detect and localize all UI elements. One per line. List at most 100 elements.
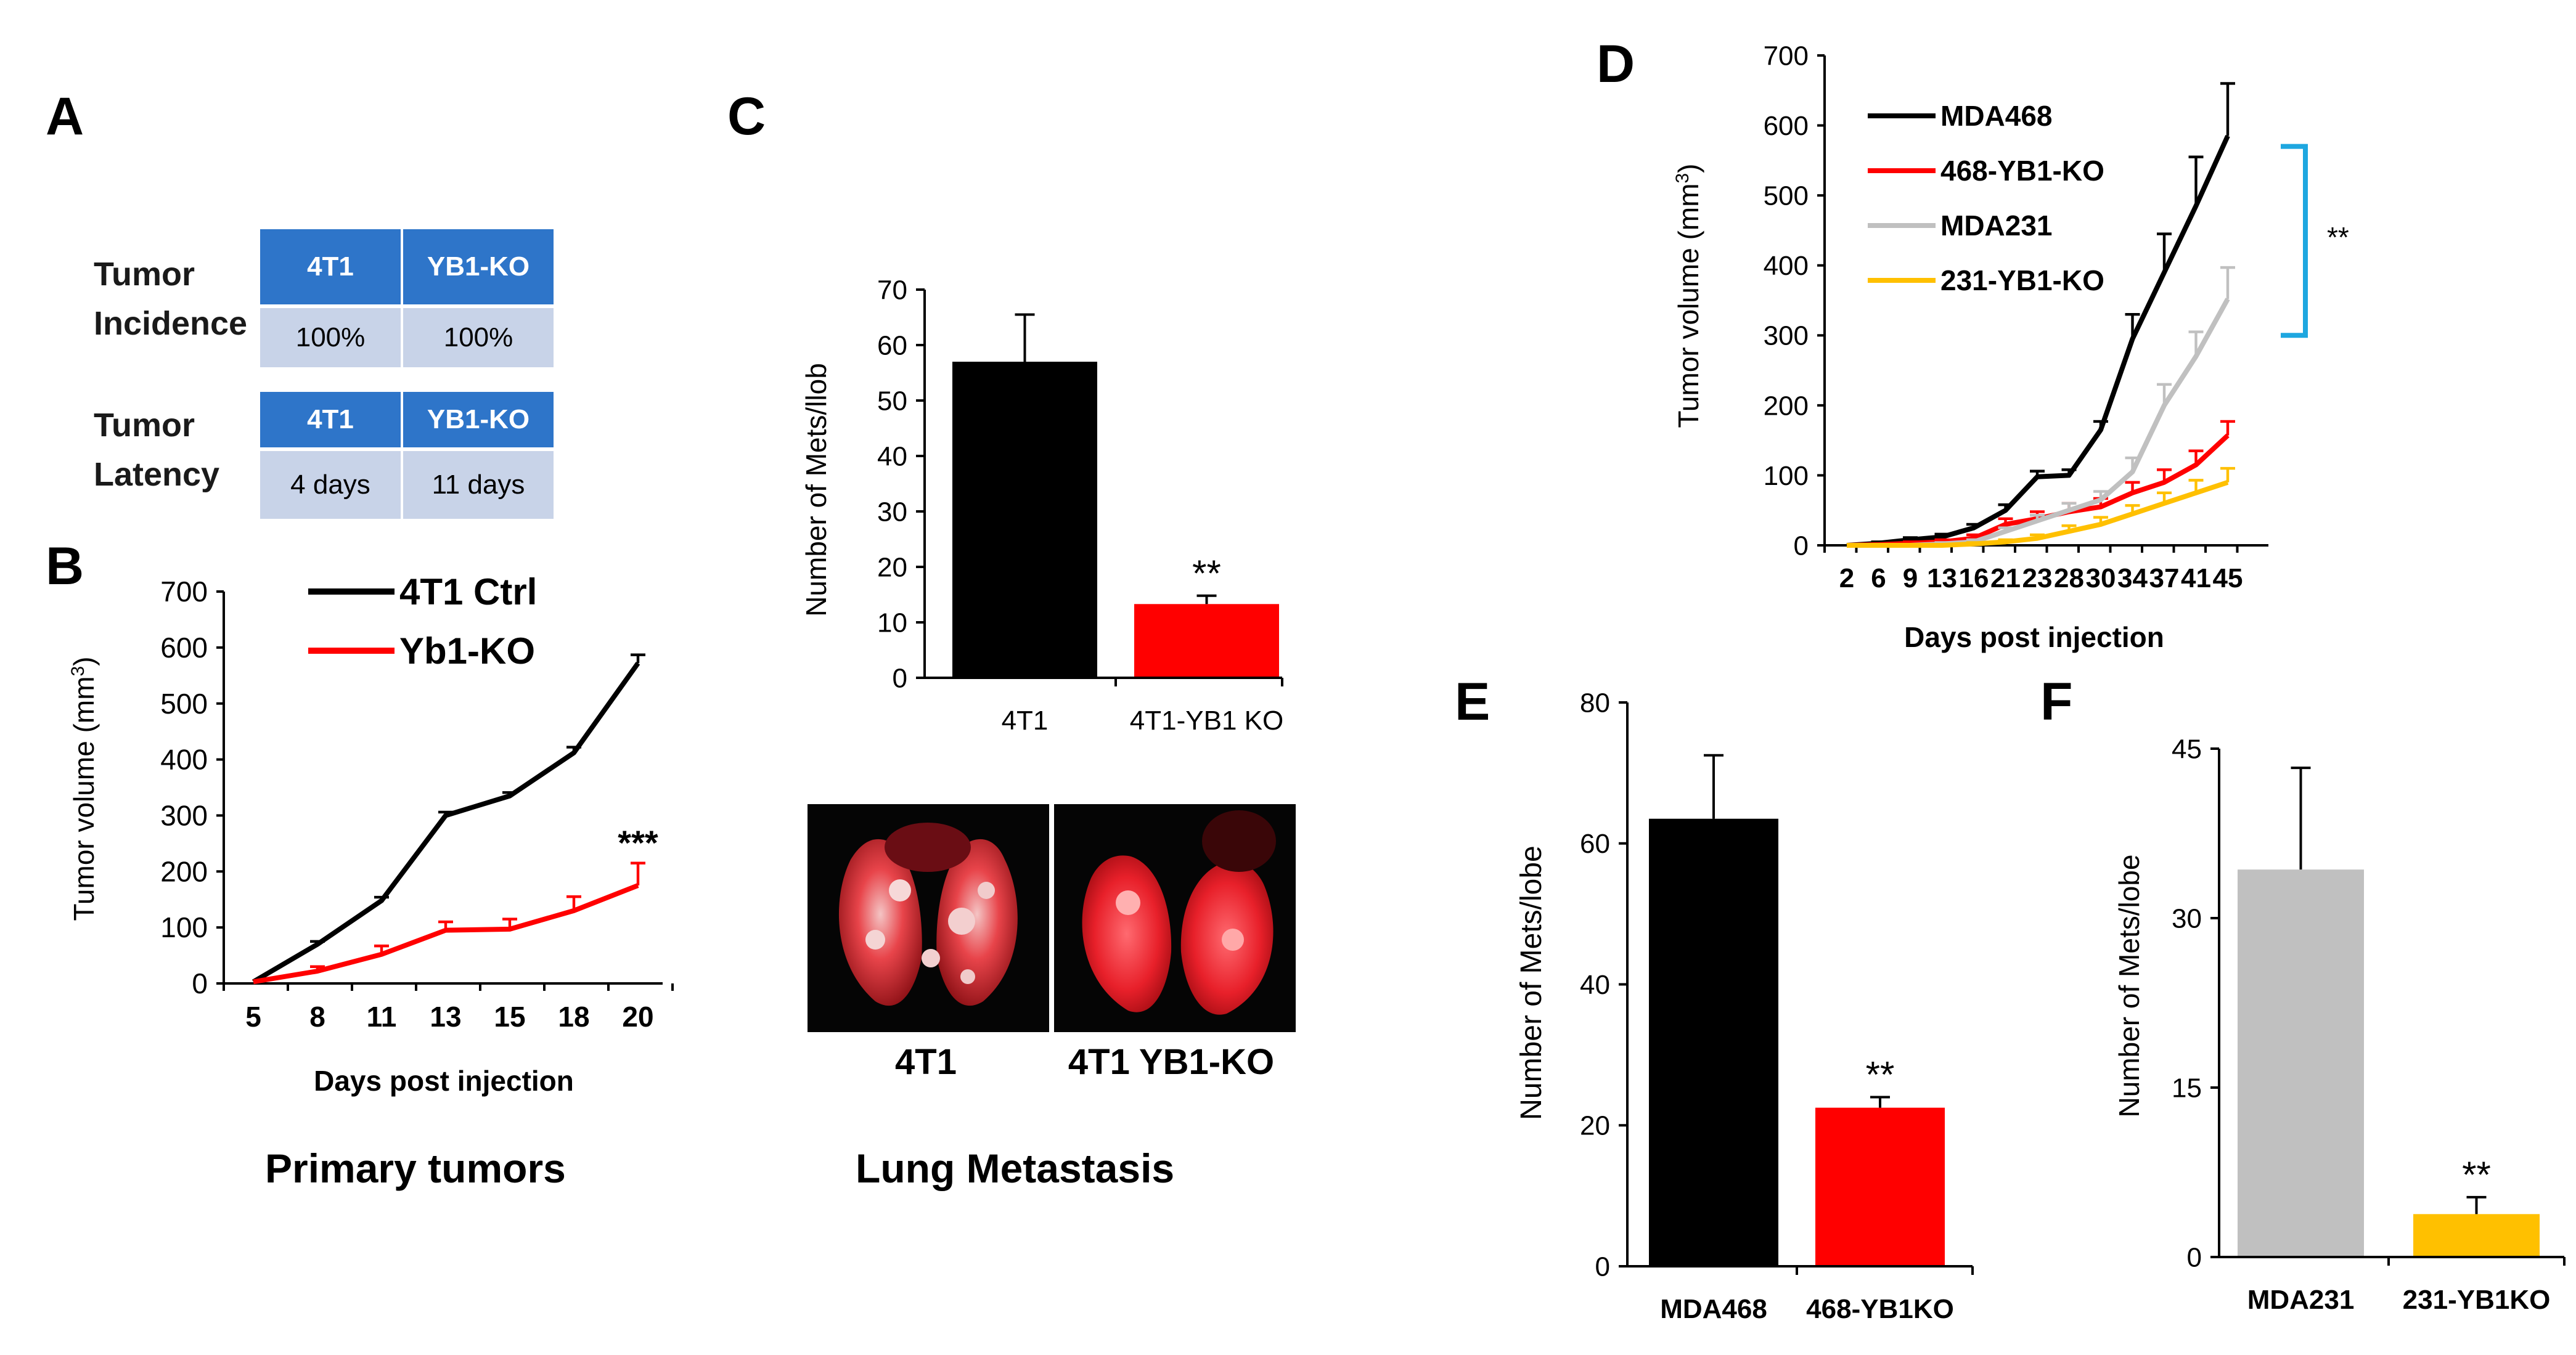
y-tick-label: 200 [160,855,208,887]
x-tick-label: 30 [2086,563,2116,593]
x-tick-label: 11 [367,1001,397,1033]
panel-letter-d: D [1597,35,1635,94]
lung-label-4t1: 4T1 [895,1042,957,1082]
y-tick-label: 30 [877,497,907,527]
x-tick-label: 231-YB1KO [2403,1285,2551,1315]
significance-bracket [2281,144,2308,338]
y-tick-label: 200 [1764,391,1809,421]
lung-image-4t1-yb1ko [1082,810,1276,1015]
legend-label: MDA231 [1940,210,2053,242]
significance-annotation: ** [2327,221,2349,253]
bar-231-yb1ko [2413,1214,2540,1257]
y-axis-label: Tumor volume (mm3) [68,657,100,921]
y-axis-label: Tumor volume (mm3) [1672,164,1705,428]
y-tick-label: 20 [1580,1111,1610,1141]
lung-image-4t1 [838,823,1018,1006]
x-tick-label: MDA231 [2247,1285,2355,1315]
x-tick-label: 34 [2117,563,2148,593]
x-tick-label: 37 [2149,563,2180,593]
incidence-value-yb1ko: 100% [403,308,554,367]
chart-b-primary-tumor-growth: 0 100 200 300 400 500 600 700 5 8 11 13 15 18 20 Days p… [68,571,674,1097]
y-tick-label: 15 [2172,1073,2202,1103]
y-tick-label: 500 [1764,181,1809,211]
x-tick-label: 4T1-YB1 KO [1130,706,1283,736]
x-tick-label: 9 [1903,563,1918,593]
y-tick-label: 30 [2172,903,2202,934]
significance-annotation: ** [2462,1154,2491,1195]
x-tick-label: 23 [2022,563,2053,593]
series-line-468-yb1-ko [1846,433,2230,548]
incidence-label-line1: Tumor [94,256,195,293]
legend-label: 231-YB1-KO [1940,264,2104,296]
y-tick-label: 80 [1580,688,1610,718]
y-tick-label: 40 [1580,970,1610,1000]
y-tick-label: 700 [160,576,208,608]
y-tick-label: 45 [2172,734,2202,764]
y-tick-label: 300 [1764,321,1809,351]
x-tick-label: 6 [1871,563,1886,593]
y-tick-label: 20 [877,552,907,582]
x-axis-label: Days post injection [1904,621,2164,653]
y-tick-label: 100 [160,911,208,943]
incidence-value-4t1: 100% [260,308,401,367]
bar-4t1 [952,362,1097,678]
x-tick-label: 4T1 [1002,706,1049,736]
chart-c-lung-mets: 4T1 4T1-YB1 KO ** 0 10 20 30 40 50 60 70 Number of … [800,275,1283,736]
y-tick-label: 70 [877,275,907,305]
x-tick-label: 5 [245,1001,261,1033]
x-tick-label: 8 [309,1001,325,1033]
y-tick-label: 60 [877,330,907,360]
x-tick-label: MDA468 [1660,1294,1767,1324]
x-tick-label: 18 [558,1001,589,1033]
panel-letter-c: C [727,87,766,146]
chart-d-tumor-volume: 0 100 200 300 400 500 600 700 2 6 9 13 16 21 23 28 30 34 3… [1672,41,2349,653]
lung-metastasis-photo [808,804,1296,1032]
y-tick-label: 400 [160,744,208,776]
y-tick-label: 60 [1580,829,1610,859]
legend-label: 468-YB1-KO [1940,155,2104,187]
bar-mda231 [2238,869,2364,1257]
y-tick-label: 50 [877,386,907,416]
x-tick-label: 13 [1927,563,1957,593]
caption-primary-tumors: Primary tumors [265,1145,566,1191]
x-tick-label: 13 [430,1001,461,1033]
bar-mda468 [1649,818,1778,1266]
incidence-label-line2: Incidence [94,305,248,342]
y-tick-label: 600 [1764,111,1809,141]
y-axis-label: Number of Mets/llob [800,363,832,617]
y-tick-label: 10 [877,608,907,638]
bar-4t1-yb1-ko [1134,604,1279,678]
x-tick-label: 2 [1839,563,1854,593]
significance-annotation: *** [618,823,658,862]
significance-annotation: ** [1866,1054,1895,1096]
latency-label-line2: Latency [94,456,220,493]
series-line-4t1-ctrl [251,661,640,984]
chart-f-mets-231: MDA231 231-YB1KO ** 0 15 30 45 Number of Mets/l… [2113,734,2566,1315]
y-axis-label: Number of Mets/lobe [1515,845,1548,1120]
y-tick-label: 0 [1794,531,1809,561]
y-tick-label: 700 [1764,41,1809,71]
x-tick-label: 16 [1959,563,1989,593]
y-tick-label: 500 [160,688,208,720]
x-tick-label: 468-YB1KO [1806,1294,1954,1324]
x-tick-label: 20 [622,1001,653,1033]
y-tick-label: 0 [2187,1242,2202,1272]
series-line-mda231 [1847,298,2230,548]
x-tick-label: 41 [2181,563,2211,593]
y-tick-label: 400 [1764,251,1809,281]
latency-header-yb1ko: YB1-KO [403,392,554,447]
legend-label: Yb1-KO [399,630,535,672]
panel-letter-f: F [2040,672,2073,731]
caption-lung-metastasis: Lung Metastasis [856,1145,1175,1191]
y-tick-label: 100 [1764,461,1809,491]
x-tick-label: 28 [2054,563,2084,593]
significance-annotation: ** [1192,553,1221,594]
y-tick-label: 300 [160,800,208,832]
chart-e-mets-468: MDA468 468-YB1KO ** 0 20 40 60 80 Number of Mets… [1515,688,1974,1324]
panel-letter-a: A [46,87,84,146]
panel-letter-e: E [1455,672,1490,731]
y-tick-label: 600 [160,632,208,664]
y-tick-label: 0 [192,967,208,999]
y-tick-label: 0 [893,663,907,693]
bar-468-yb1ko [1815,1107,1945,1266]
